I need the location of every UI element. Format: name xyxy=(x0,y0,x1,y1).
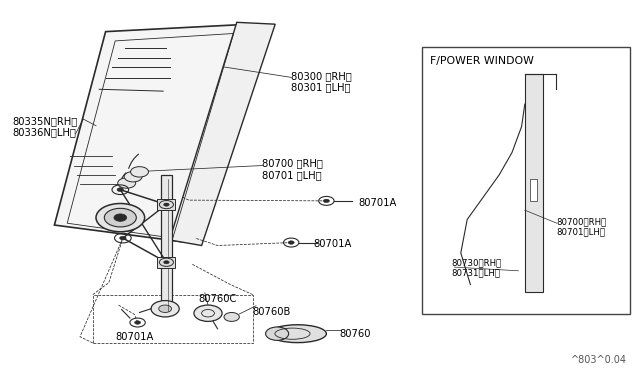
Text: 80701A: 80701A xyxy=(358,198,397,208)
Bar xyxy=(157,199,175,210)
Text: 80760: 80760 xyxy=(339,329,371,339)
Text: 80700〈RH〉
80701〈LH〉: 80700〈RH〉 80701〈LH〉 xyxy=(557,217,607,237)
Text: 80300 〈RH〉
80301 〈LH〉: 80300 〈RH〉 80301 〈LH〉 xyxy=(291,71,352,93)
Bar xyxy=(161,175,172,314)
Polygon shape xyxy=(170,22,275,246)
Bar xyxy=(530,179,538,201)
Circle shape xyxy=(323,199,330,203)
Circle shape xyxy=(151,301,179,317)
Text: ^803^0.04: ^803^0.04 xyxy=(572,355,627,365)
Circle shape xyxy=(124,171,142,182)
Circle shape xyxy=(159,305,172,312)
Circle shape xyxy=(118,178,136,188)
Circle shape xyxy=(512,272,518,275)
Circle shape xyxy=(502,121,522,132)
Circle shape xyxy=(224,312,239,321)
Circle shape xyxy=(134,321,141,324)
Circle shape xyxy=(522,263,527,266)
Circle shape xyxy=(131,167,148,177)
Text: 80701A: 80701A xyxy=(314,239,352,248)
Circle shape xyxy=(194,305,222,321)
Circle shape xyxy=(462,257,485,271)
Circle shape xyxy=(164,203,169,206)
Circle shape xyxy=(470,248,493,262)
Circle shape xyxy=(114,214,127,221)
Circle shape xyxy=(120,236,126,240)
Circle shape xyxy=(509,168,515,171)
Circle shape xyxy=(454,253,493,275)
Polygon shape xyxy=(54,24,250,242)
Bar xyxy=(422,46,630,314)
Bar xyxy=(525,74,543,292)
Text: 80335N〈RH〉
80336N〈LH〉: 80335N〈RH〉 80336N〈LH〉 xyxy=(13,116,78,137)
Text: F/POWER WINDOW: F/POWER WINDOW xyxy=(430,56,534,65)
Circle shape xyxy=(266,327,289,340)
Circle shape xyxy=(509,188,515,191)
Circle shape xyxy=(96,203,145,232)
Text: 80701A: 80701A xyxy=(115,332,154,341)
Circle shape xyxy=(117,188,124,192)
Circle shape xyxy=(509,209,515,212)
Text: 80760B: 80760B xyxy=(253,308,291,317)
Text: 80730〈RH〉
80731〈LH〉: 80730〈RH〉 80731〈LH〉 xyxy=(451,258,502,278)
Text: 80760C: 80760C xyxy=(198,295,237,304)
Circle shape xyxy=(476,252,486,258)
Circle shape xyxy=(514,107,529,116)
Ellipse shape xyxy=(269,325,326,343)
Circle shape xyxy=(288,241,294,244)
Text: 80700 〈RH〉
80701 〈LH〉: 80700 〈RH〉 80701 〈LH〉 xyxy=(262,158,323,180)
Bar xyxy=(157,257,175,268)
Circle shape xyxy=(104,208,136,227)
Circle shape xyxy=(164,261,169,264)
